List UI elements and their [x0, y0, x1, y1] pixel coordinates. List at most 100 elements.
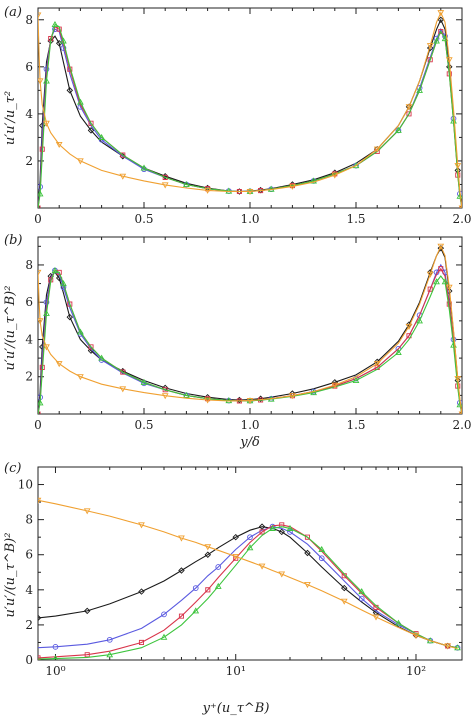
data-point: [51, 20, 59, 28]
data-point: [341, 573, 347, 579]
data-point: [341, 584, 348, 592]
data-point: [43, 77, 50, 84]
data-point: [204, 187, 211, 194]
data-point: [454, 163, 462, 170]
data-point: [445, 284, 453, 291]
series-orange: [38, 10, 462, 208]
data-point: [258, 563, 266, 570]
panel-b-series: [38, 243, 462, 414]
data-point: [278, 528, 285, 536]
y-tick-label: 8: [25, 513, 33, 527]
x-tick-label: 0: [34, 212, 42, 226]
data-point: [87, 347, 95, 354]
data-point: [286, 524, 294, 531]
data-point: [67, 301, 73, 307]
data-point: [183, 391, 190, 398]
y-tick-label: 8: [25, 258, 33, 272]
data-point: [98, 354, 105, 361]
data-point: [138, 588, 145, 595]
data-point: [178, 613, 184, 619]
data-point: [246, 398, 254, 405]
data-point: [441, 278, 449, 285]
data-point: [120, 369, 126, 375]
panel-label-a: (a): [4, 5, 22, 20]
series-line: [38, 11, 462, 208]
data-point: [51, 267, 59, 274]
data-point: [119, 173, 127, 180]
data-point: [426, 271, 434, 278]
y-tick-label: 4: [25, 583, 33, 597]
data-point: [192, 607, 200, 614]
series-red: [38, 522, 458, 660]
data-point: [373, 361, 381, 368]
x-tick-label: 1.5: [346, 418, 365, 432]
data-point: [60, 280, 67, 287]
data-point: [373, 604, 379, 610]
data-point: [38, 12, 42, 19]
data-point: [269, 524, 276, 531]
panel-b-xlabel: y/δ: [239, 435, 260, 450]
y-tick-label: 0: [25, 653, 33, 667]
data-point: [77, 158, 84, 165]
data-point: [83, 607, 91, 615]
data-point: [456, 192, 462, 199]
data-point: [358, 588, 366, 595]
data-point: [161, 182, 169, 189]
data-point: [60, 37, 67, 44]
data-point: [48, 277, 54, 283]
data-point: [140, 164, 148, 171]
data-point: [119, 386, 127, 393]
data-point: [395, 619, 402, 626]
panel-b-ylabel: u′u′/(u_τ^B)²: [3, 286, 18, 371]
data-point: [454, 376, 462, 383]
data-point: [87, 127, 95, 134]
series-black: [38, 523, 458, 650]
data-point: [43, 309, 50, 316]
series-line: [38, 246, 462, 414]
y-tick-label: 2: [25, 618, 33, 632]
plot-frame: [37, 466, 463, 661]
x-tick-label: 0: [34, 418, 42, 432]
series-orange: [38, 243, 462, 414]
data-point: [236, 188, 242, 195]
y-tick-label: 6: [25, 548, 33, 562]
data-point: [225, 397, 233, 404]
data-point: [204, 551, 212, 558]
data-point: [287, 529, 293, 535]
data-point: [332, 383, 338, 389]
panel-b: (b) u′u′/(u_τ^B)² y/δ 0 0.5 1.0 1.5 2.0 2 4 6 8: [3, 233, 472, 450]
data-point: [433, 278, 440, 285]
data-point: [161, 611, 167, 618]
data-point: [352, 162, 360, 169]
data-point: [454, 644, 461, 651]
data-point: [304, 549, 311, 557]
series-line: [38, 25, 462, 208]
data-point: [426, 44, 434, 52]
x-tick-label: 1.0: [240, 212, 259, 226]
data-point: [38, 190, 44, 197]
x-tick-label: 10¹: [226, 664, 246, 678]
panel-a-ticks: 0 0.5 1.0 1.5 2.0 2 4 6 8: [25, 8, 472, 226]
data-point: [232, 533, 239, 541]
series-line: [38, 23, 462, 208]
data-point: [55, 361, 63, 368]
data-point: [77, 98, 84, 105]
y-tick-label: 8: [25, 13, 33, 27]
data-point: [178, 535, 185, 542]
data-point: [192, 585, 199, 591]
data-point: [38, 497, 42, 504]
data-point: [160, 633, 168, 640]
x-tick-label: 1.0: [240, 418, 259, 432]
data-point: [225, 187, 233, 194]
data-point: [445, 57, 453, 64]
panel-c-axes: [37, 466, 463, 661]
data-point: [372, 614, 380, 621]
data-point: [318, 555, 325, 562]
panel-a-axes: [37, 7, 463, 209]
data-point: [426, 43, 434, 50]
data-point: [289, 393, 296, 400]
data-point: [278, 571, 286, 578]
data-point: [55, 141, 63, 148]
data-point: [232, 553, 240, 561]
plot-frame: [37, 236, 463, 415]
